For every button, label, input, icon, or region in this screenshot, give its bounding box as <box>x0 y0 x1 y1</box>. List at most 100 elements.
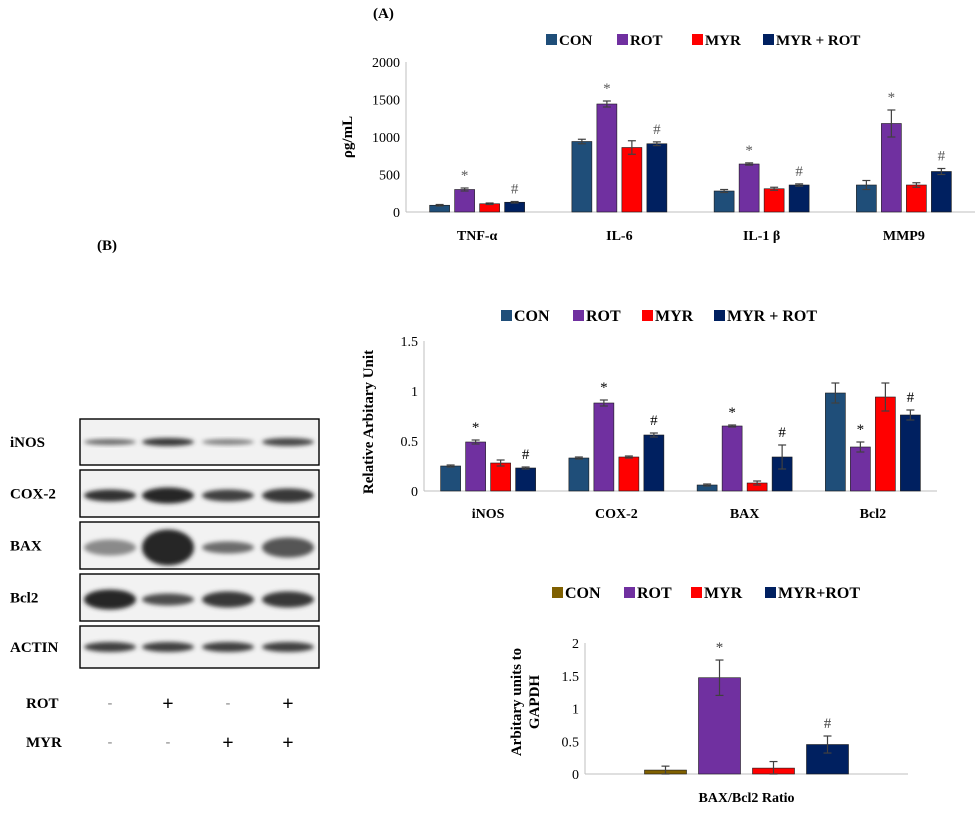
y-tick-label: 0.5 <box>401 435 419 450</box>
y-axis-label: Relative Arbitary Unit <box>361 350 377 494</box>
legend-label: MYR <box>704 585 743 602</box>
category-label: iNOS <box>472 507 505 522</box>
legend-label: ROT <box>637 585 672 602</box>
y-axis-label: Arbitary units to GAPDH <box>509 648 543 756</box>
blot-row-label: iNOS <box>10 435 45 451</box>
panel-a-label: (A) <box>373 6 394 22</box>
legend-label: ROT <box>586 308 621 325</box>
significance-hash: # <box>653 122 661 138</box>
blot-band <box>84 489 136 502</box>
significance-star: * <box>600 380 608 396</box>
y-tick-label: 0 <box>393 206 400 221</box>
blot-band <box>202 439 254 445</box>
treatment-plus: + <box>222 732 233 754</box>
y-tick-label: 1500 <box>372 94 400 109</box>
y-tick-label: 1 <box>411 385 418 400</box>
legend-label: MYR+ROT <box>778 585 860 602</box>
blot-band <box>202 489 254 502</box>
panel-b-label: (B) <box>97 238 117 254</box>
blot-band <box>262 642 314 652</box>
blot-band <box>84 642 136 652</box>
legend-label: MYR + ROT <box>727 308 817 325</box>
y-tick-label: 1.5 <box>562 670 580 685</box>
legend-swatch <box>714 310 725 321</box>
y-tick-label: 0 <box>572 768 579 783</box>
significance-hash: # <box>907 390 915 406</box>
significance-star: * <box>716 640 724 656</box>
significance-star: * <box>888 90 896 106</box>
blot-band <box>84 539 136 556</box>
blot-band <box>142 438 194 446</box>
legend-swatch <box>552 587 563 598</box>
y-tick-label: 0 <box>411 485 418 500</box>
significance-star: * <box>472 420 480 436</box>
significance-hash: # <box>938 149 946 165</box>
y-tick-label: 2000 <box>372 56 400 71</box>
y-tick-label: 0.5 <box>562 735 580 750</box>
legend-label: CON <box>559 33 593 49</box>
significance-hash: # <box>824 716 832 732</box>
treatment-minus: - <box>108 696 113 711</box>
y-tick-label: 1000 <box>372 131 400 146</box>
legend-label: CON <box>565 585 601 602</box>
category-label: BAX/Bcl2 Ratio <box>698 791 794 806</box>
y-tick-label: 2 <box>572 637 579 652</box>
significance-hash: # <box>650 413 658 429</box>
blot-row-label: ACTIN <box>10 640 59 656</box>
blot-row-label: BAX <box>10 539 42 555</box>
blot-band <box>202 591 254 608</box>
blot-band <box>142 593 194 606</box>
legend-swatch <box>546 34 557 45</box>
legend-label: MYR + ROT <box>776 33 860 49</box>
category-label: BAX <box>730 507 760 522</box>
blot-band <box>142 487 194 504</box>
legend-label: MYR <box>705 33 741 49</box>
treatment-label: ROT <box>26 696 59 712</box>
blot-band <box>84 439 136 445</box>
treatment-minus: - <box>226 696 231 711</box>
category-label: Bcl2 <box>860 507 886 522</box>
category-label: COX-2 <box>595 507 638 522</box>
significance-hash: # <box>795 164 803 180</box>
category-label: MMP9 <box>883 229 925 244</box>
significance-hash: # <box>511 182 519 198</box>
legend-swatch <box>573 310 584 321</box>
significance-star: * <box>603 81 611 97</box>
significance-star: * <box>461 168 469 184</box>
blot-band <box>202 642 254 652</box>
legend-swatch <box>617 34 628 45</box>
blot-band <box>202 541 254 554</box>
y-tick-label: 1 <box>572 703 579 718</box>
significance-hash: # <box>522 447 530 463</box>
legend-swatch <box>765 587 776 598</box>
legend-label: CON <box>514 308 550 325</box>
treatment-minus: - <box>108 735 113 750</box>
treatment-plus: + <box>282 693 293 715</box>
y-tick-label: 500 <box>379 169 400 184</box>
legend-swatch <box>691 587 702 598</box>
blot-row-label: Bcl2 <box>10 591 38 607</box>
legend-swatch <box>501 310 512 321</box>
blot-band <box>262 591 314 608</box>
legend-label: ROT <box>630 33 663 49</box>
blot-band <box>262 438 314 446</box>
legend-swatch <box>692 34 703 45</box>
significance-star: * <box>857 422 865 438</box>
significance-star: * <box>745 143 753 159</box>
legend-swatch <box>763 34 774 45</box>
treatment-plus: + <box>282 732 293 754</box>
treatment-minus: - <box>166 735 171 750</box>
blot-band <box>262 488 314 503</box>
legend-swatch <box>624 587 635 598</box>
category-label: IL-1 β <box>743 229 780 244</box>
significance-hash: # <box>778 425 786 441</box>
blot-band <box>262 537 314 558</box>
category-label: TNF-α <box>457 229 498 244</box>
blot-band <box>142 642 194 652</box>
y-axis-label: ρg/mL <box>340 116 356 158</box>
y-tick-label: 1.5 <box>401 335 419 350</box>
